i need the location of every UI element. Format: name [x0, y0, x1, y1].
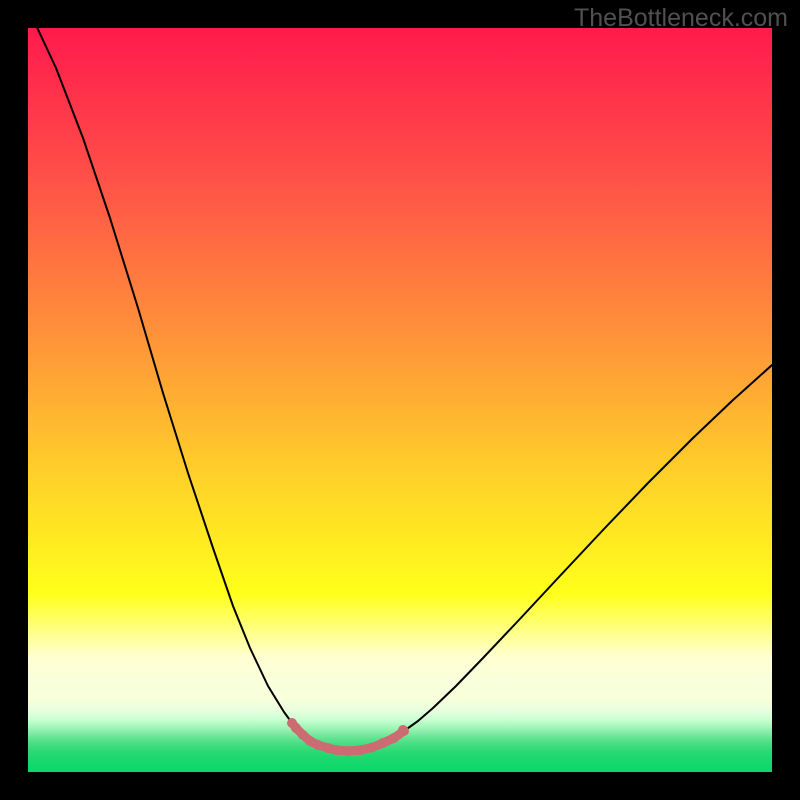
optimal-range-marker: [343, 746, 353, 756]
optimal-range-marker: [331, 745, 341, 755]
plot-svg: [28, 28, 772, 772]
bottleneck-curve: [28, 28, 772, 751]
optimal-range-marker: [356, 745, 366, 755]
optimal-range-marker: [367, 743, 377, 753]
watermark-text: TheBottleneck.com: [574, 4, 788, 33]
optimal-range-marker: [378, 738, 388, 748]
plot-area: [28, 28, 772, 772]
optimal-range-marker: [389, 733, 399, 743]
optimal-range-marker: [313, 740, 323, 750]
optimal-range-marker: [398, 725, 408, 735]
chart-canvas: TheBottleneck.com: [0, 0, 800, 800]
